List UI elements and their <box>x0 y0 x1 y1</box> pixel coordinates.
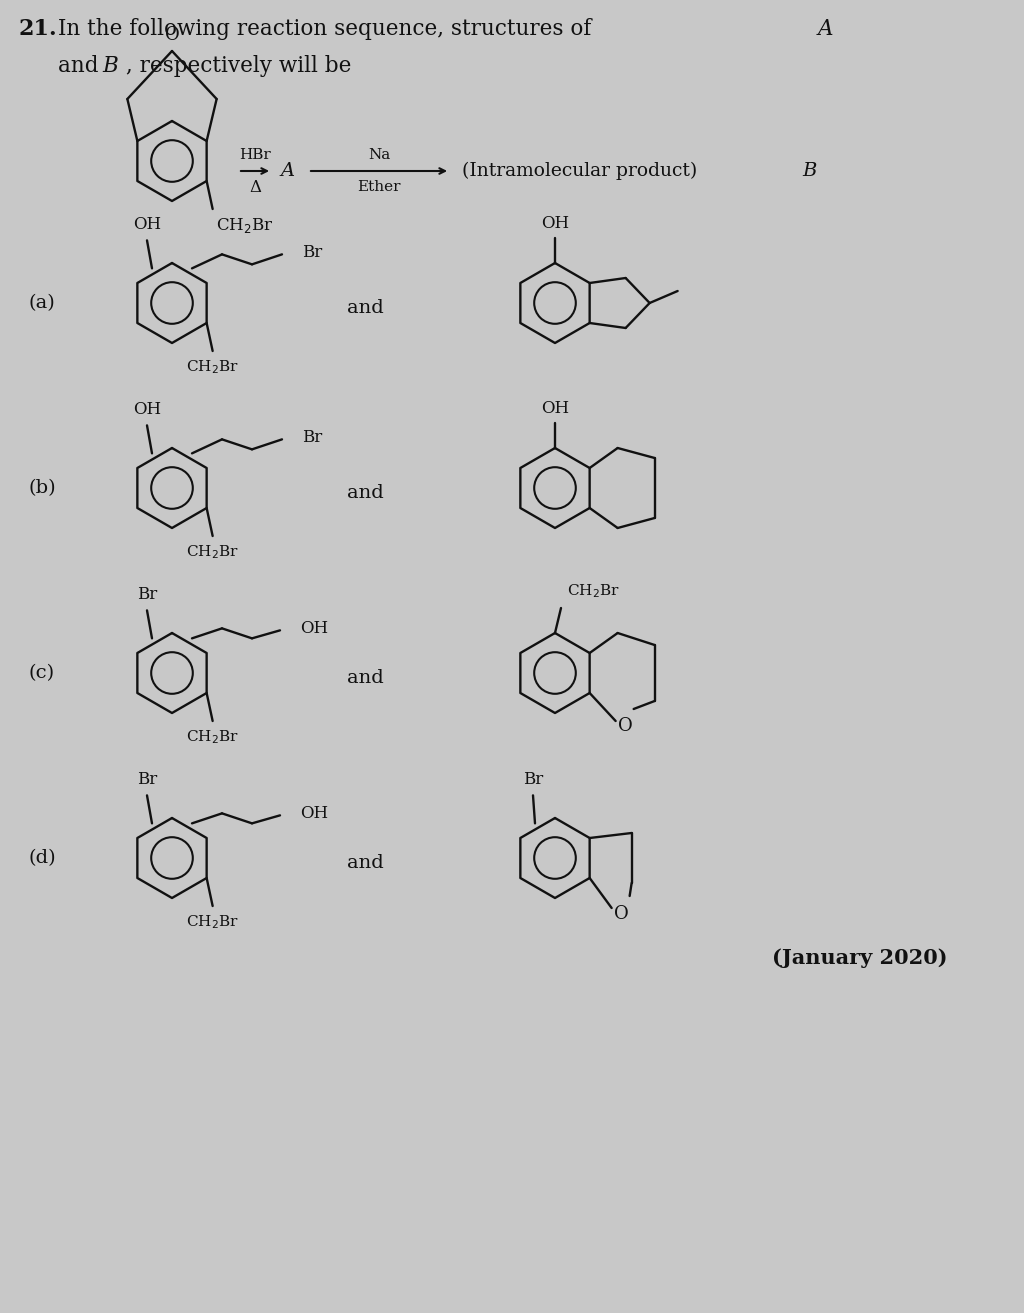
Text: Br: Br <box>137 586 157 603</box>
Text: Na: Na <box>368 148 390 161</box>
Text: (a): (a) <box>28 294 54 312</box>
Text: CH$_2$Br: CH$_2$Br <box>186 544 239 561</box>
Text: (c): (c) <box>28 664 54 681</box>
Text: Br: Br <box>302 429 323 446</box>
Text: CH$_2$Br: CH$_2$Br <box>186 358 239 376</box>
Text: HBr: HBr <box>240 148 271 161</box>
Text: Br: Br <box>137 771 157 788</box>
Text: Δ: Δ <box>249 179 261 196</box>
Text: Br: Br <box>523 771 543 788</box>
Text: O: O <box>165 26 179 45</box>
Text: OH: OH <box>541 399 569 416</box>
Text: Ether: Ether <box>357 180 400 194</box>
Text: and: and <box>347 484 383 502</box>
Text: OH: OH <box>300 805 328 822</box>
Text: CH$_2$Br: CH$_2$Br <box>566 582 620 600</box>
Text: OH: OH <box>541 214 569 231</box>
Text: CH$_2$Br: CH$_2$Br <box>186 913 239 931</box>
Text: and: and <box>347 853 383 872</box>
Text: and: and <box>347 670 383 687</box>
Text: (January 2020): (January 2020) <box>772 948 948 968</box>
Text: CH$_2$Br: CH$_2$Br <box>186 729 239 746</box>
Text: OH: OH <box>300 620 328 637</box>
Text: In the following reaction sequence, structures of: In the following reaction sequence, stru… <box>58 18 598 39</box>
Text: and: and <box>347 299 383 316</box>
Text: , respectively will be: , respectively will be <box>126 55 351 77</box>
Text: (Intramolecular product): (Intramolecular product) <box>462 161 697 180</box>
Text: A: A <box>818 18 834 39</box>
Text: CH$_2$Br: CH$_2$Br <box>216 215 273 235</box>
Text: B: B <box>102 55 118 77</box>
Text: 21.: 21. <box>18 18 56 39</box>
Text: O: O <box>618 717 633 735</box>
Text: (d): (d) <box>28 850 55 867</box>
Text: (b): (b) <box>28 479 55 498</box>
Text: Br: Br <box>302 244 323 261</box>
Text: A: A <box>281 161 295 180</box>
Text: OH: OH <box>133 400 161 418</box>
Text: O: O <box>614 905 629 923</box>
Text: and: and <box>58 55 105 77</box>
Text: OH: OH <box>133 215 161 232</box>
Text: B: B <box>802 161 816 180</box>
